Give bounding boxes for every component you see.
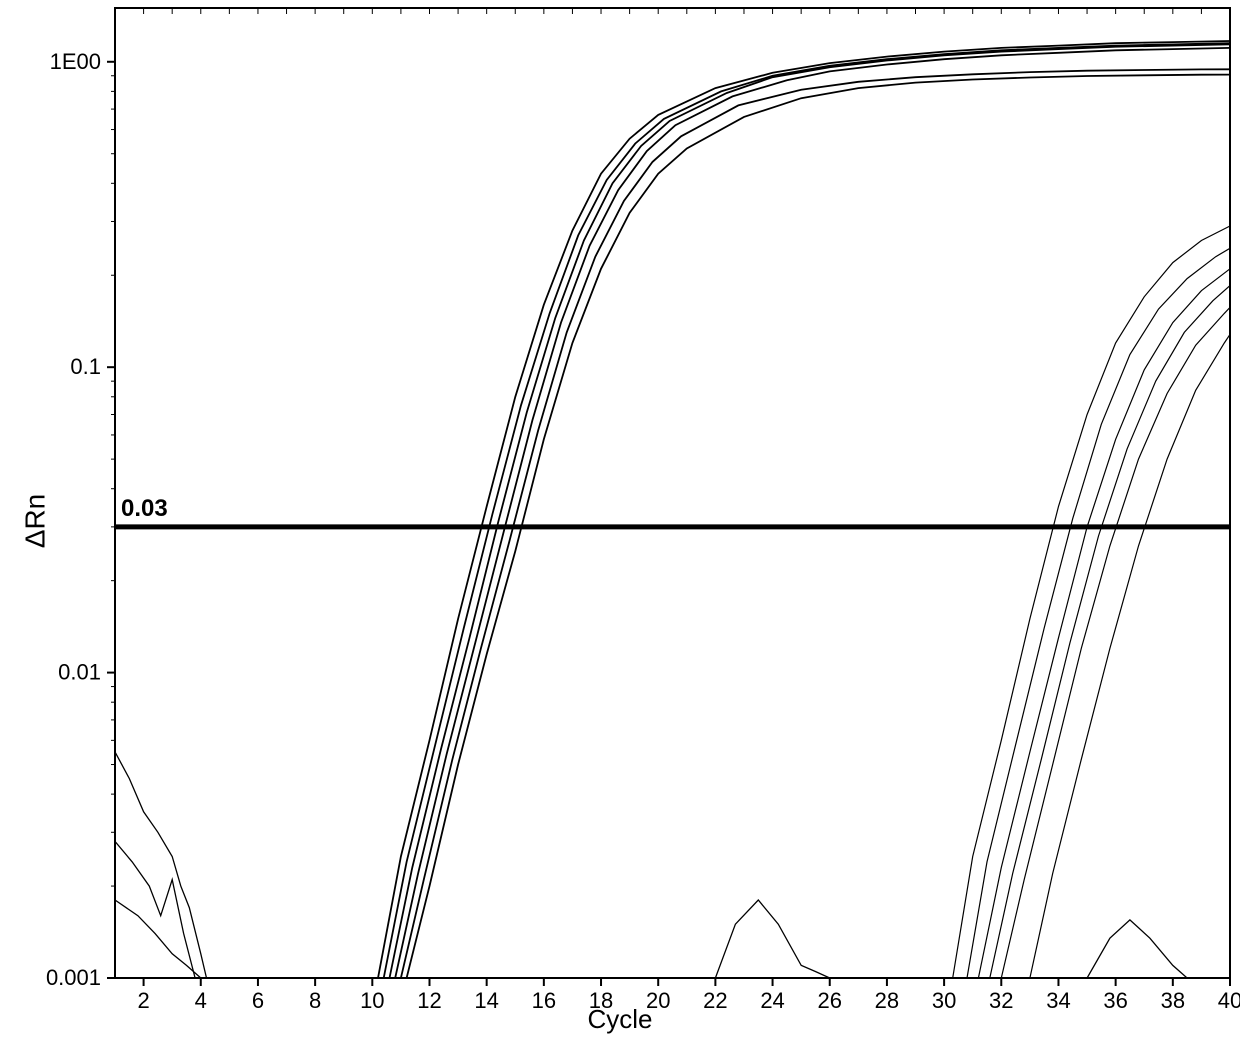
svg-text:8: 8	[309, 988, 321, 1013]
svg-text:34: 34	[1046, 988, 1070, 1013]
svg-text:16: 16	[532, 988, 556, 1013]
svg-text:26: 26	[818, 988, 842, 1013]
svg-text:12: 12	[417, 988, 441, 1013]
svg-text:22: 22	[703, 988, 727, 1013]
svg-text:0.001: 0.001	[46, 965, 101, 990]
svg-text:40: 40	[1218, 988, 1240, 1013]
svg-text:36: 36	[1103, 988, 1127, 1013]
x-axis-label: Cycle	[587, 1004, 652, 1035]
chart-svg: 2468101214161820222426283032343638400.00…	[0, 0, 1240, 1041]
svg-text:38: 38	[1161, 988, 1185, 1013]
svg-text:14: 14	[474, 988, 498, 1013]
svg-text:4: 4	[195, 988, 207, 1013]
svg-text:24: 24	[760, 988, 784, 1013]
svg-text:0.1: 0.1	[70, 354, 101, 379]
svg-text:10: 10	[360, 988, 384, 1013]
svg-text:2: 2	[137, 988, 149, 1013]
y-axis-label: ΔRn	[19, 493, 51, 548]
svg-text:0.01: 0.01	[58, 660, 101, 685]
svg-text:28: 28	[875, 988, 899, 1013]
svg-text:32: 32	[989, 988, 1013, 1013]
svg-text:30: 30	[932, 988, 956, 1013]
threshold-label: 0.03	[121, 495, 168, 523]
svg-text:1E00: 1E00	[50, 49, 101, 74]
amplification-plot: ΔRn Cycle 246810121416182022242628303234…	[0, 0, 1240, 1041]
svg-text:6: 6	[252, 988, 264, 1013]
